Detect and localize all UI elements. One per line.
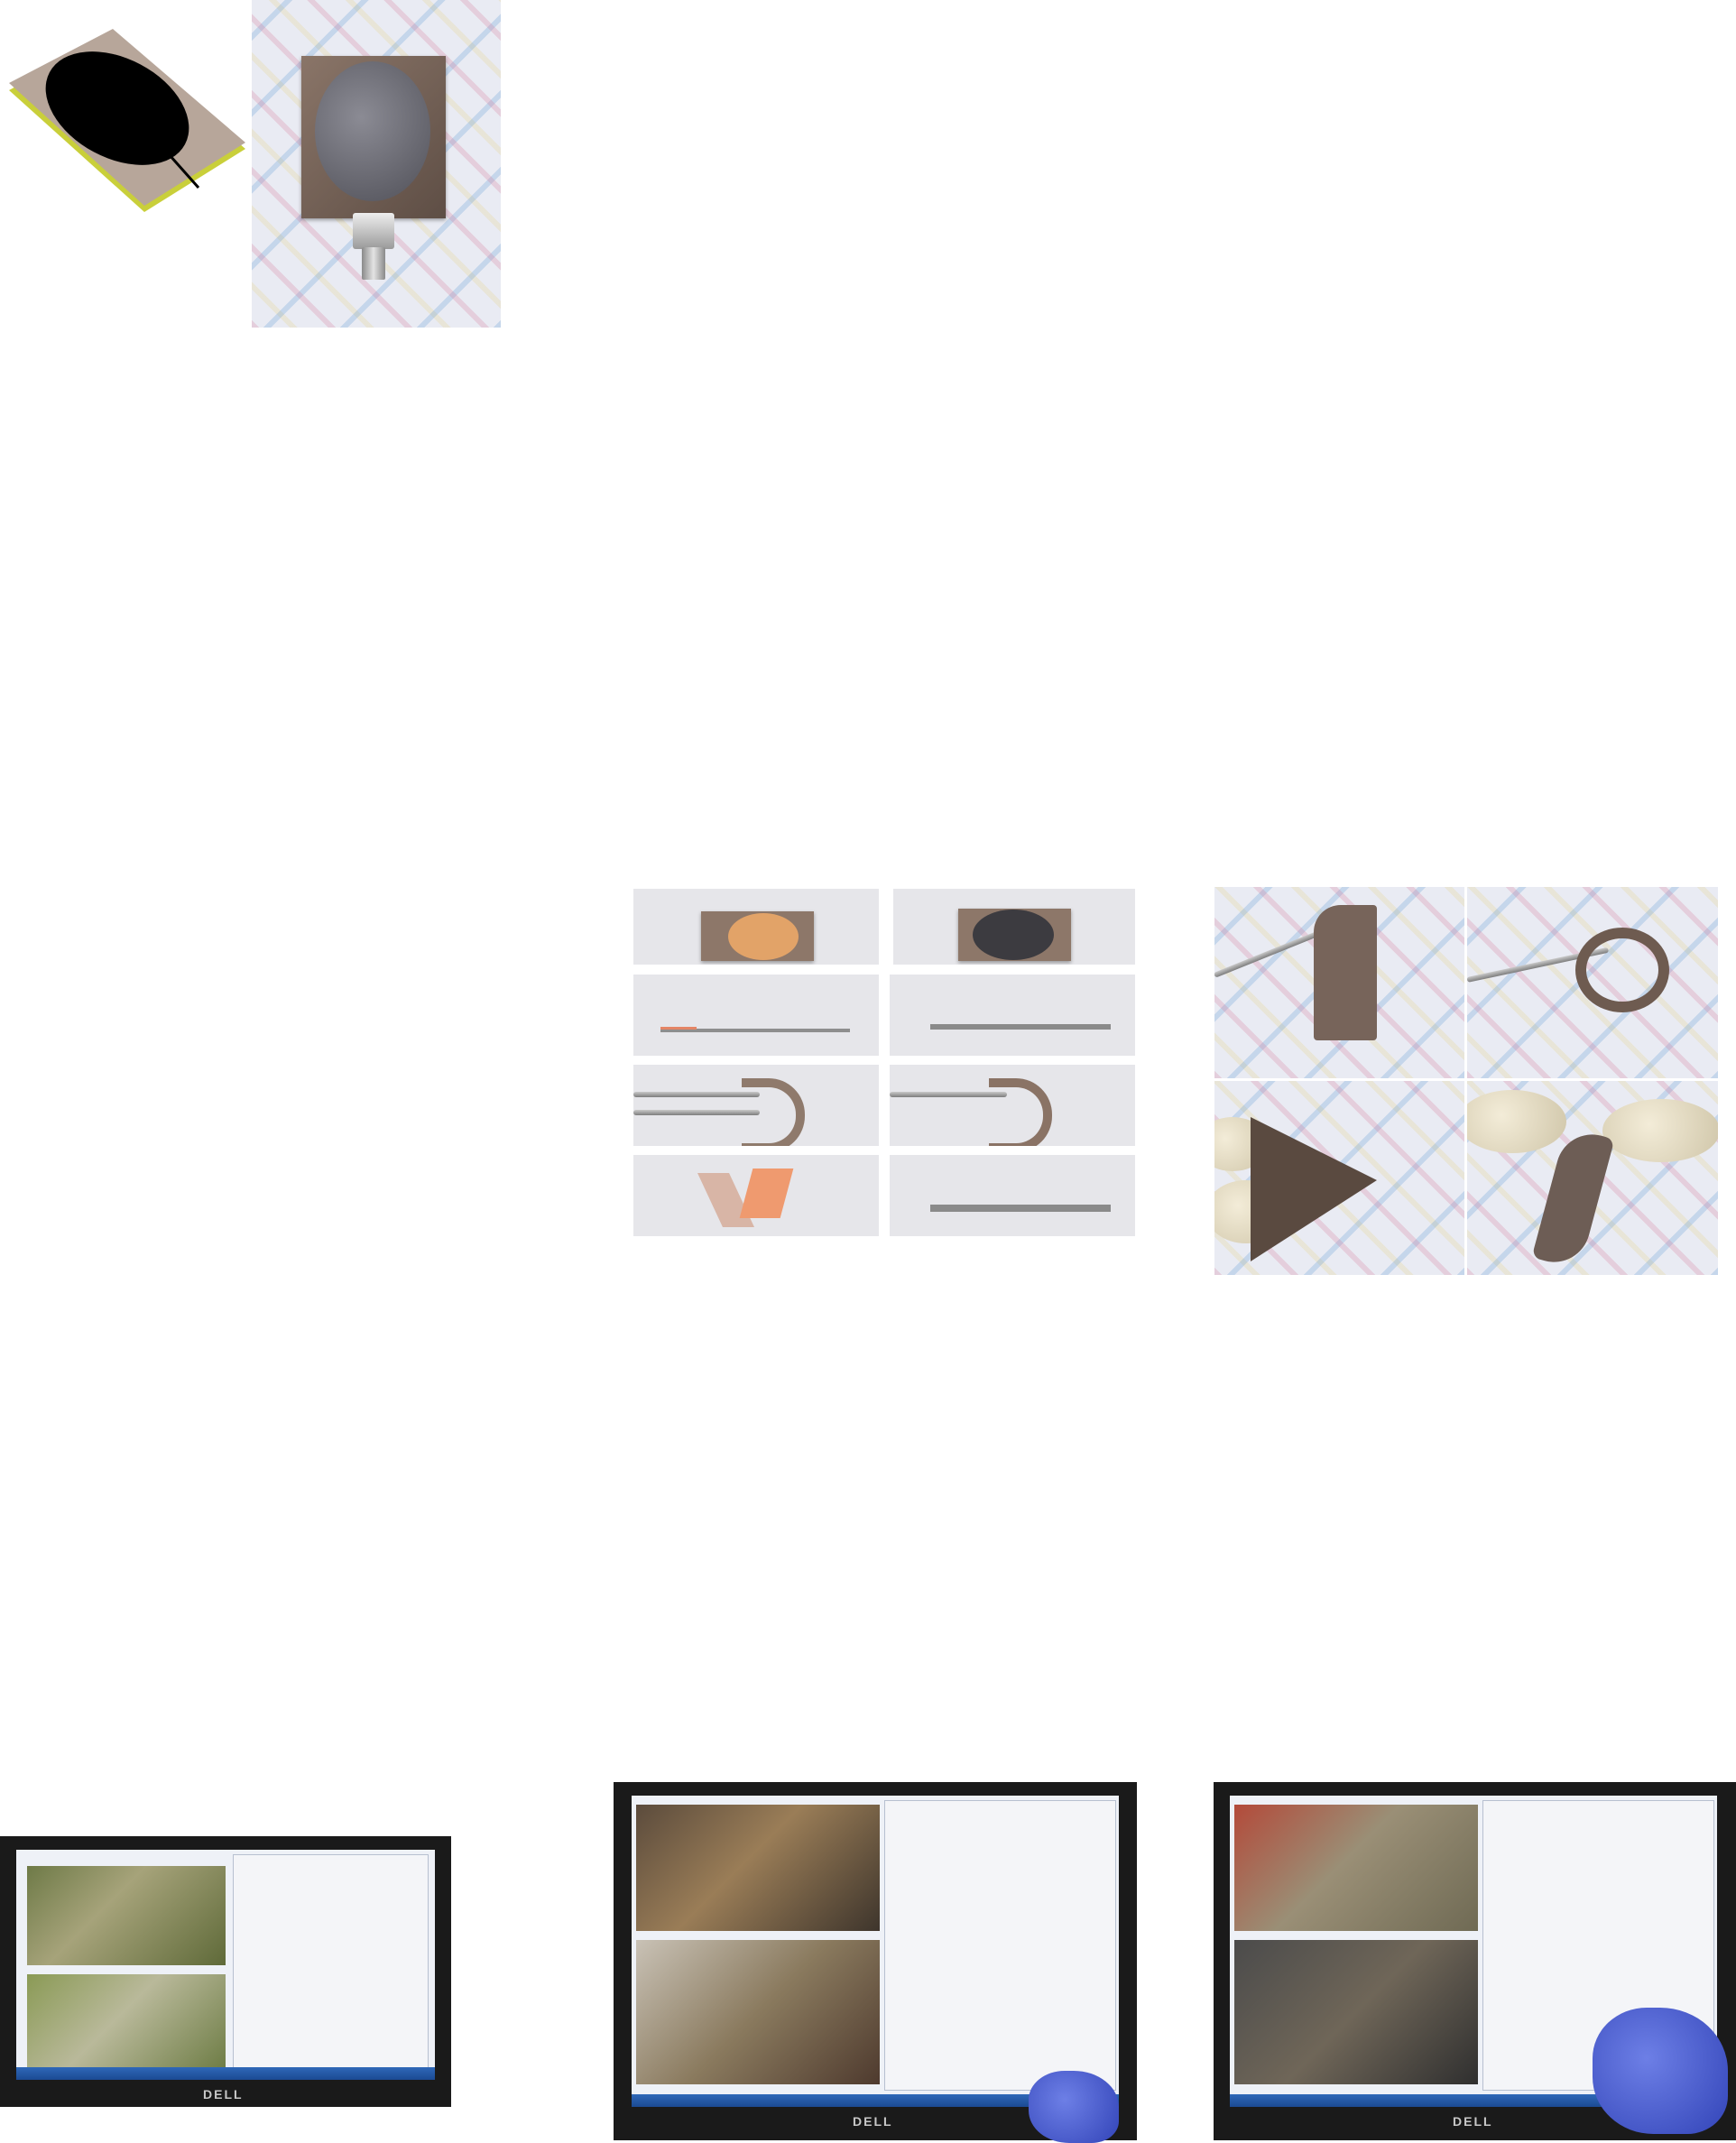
flat-edge: [930, 1024, 1111, 1030]
bent-dark-photo-icon: [890, 1065, 1135, 1146]
tweezer: [890, 1092, 1007, 1097]
sma-connector-body: [362, 247, 385, 280]
tweezer-fold-photo-icon: [1214, 887, 1464, 1078]
flat-side-copper-photo-icon: [633, 975, 879, 1056]
dark-patch: [973, 910, 1054, 960]
tweezer: [633, 1110, 760, 1115]
glove: [1029, 2071, 1119, 2143]
taskbar: [16, 2067, 435, 2080]
flat-top-dark-photo-icon: [893, 889, 1135, 965]
folded-triangle: [1251, 1117, 1377, 1261]
analyzer-window: [884, 1800, 1116, 2091]
monitor-screen: [16, 1850, 435, 2080]
folded-copper-photo-icon: [633, 1155, 879, 1236]
flat-edge: [660, 1029, 850, 1032]
flat-side-dark-photo-icon: [890, 975, 1135, 1056]
monitor-screen: [632, 1796, 1119, 2107]
video-window: [1234, 1940, 1478, 2084]
finger-fold-photo-icon: [1214, 1081, 1464, 1275]
monitor-brand: DELL: [203, 2087, 244, 2101]
monitor-3: DELL: [1214, 1782, 1736, 2140]
analyzer-window: [233, 1854, 429, 2073]
radiating-patch: [315, 61, 430, 201]
monitor-brand: DELL: [1453, 2114, 1493, 2129]
video-window: [27, 1866, 226, 1965]
antenna-schematic-icon: [9, 29, 245, 212]
finger-twist-photo-icon: [1467, 1081, 1718, 1275]
video-window: [636, 1940, 880, 2084]
flat-sheet: [930, 1205, 1111, 1212]
twisted-sheet: [1531, 1126, 1615, 1270]
video-window: [1234, 1805, 1478, 1931]
monitor-2: DELL: [614, 1782, 1137, 2143]
sma-connector: [353, 213, 394, 249]
tweezer: [633, 1092, 760, 1097]
rolled-sheet: [1575, 928, 1669, 1012]
folded-sheet-right: [739, 1168, 794, 1218]
video-window: [27, 1974, 226, 2074]
folded-sheet: [1314, 905, 1377, 1040]
fabricated-antenna-photo: [252, 0, 501, 328]
antenna-schematic: [9, 27, 253, 226]
bending-states-grid: [632, 884, 1137, 1277]
tweezer-roll-photo-icon: [1467, 887, 1718, 1078]
finger: [1602, 1099, 1718, 1162]
taskbar: [632, 2094, 1119, 2107]
taskbar: [1230, 2094, 1717, 2107]
flat-dark-photo-icon: [890, 1155, 1135, 1236]
monitor-brand: DELL: [853, 2114, 893, 2129]
finger: [1467, 1090, 1566, 1153]
bent-copper-photo-icon: [633, 1065, 879, 1146]
copper-edge: [660, 1027, 697, 1030]
bent-sheet: [989, 1078, 1052, 1146]
flat-top-copper-photo-icon: [633, 889, 879, 965]
video-window: [636, 1805, 880, 1931]
flexibility-grid: [1214, 887, 1718, 1275]
glove: [1593, 2008, 1728, 2134]
copper-patch: [728, 913, 799, 960]
bent-sheet: [742, 1078, 805, 1146]
monitor-1: DELL: [0, 1836, 451, 2107]
